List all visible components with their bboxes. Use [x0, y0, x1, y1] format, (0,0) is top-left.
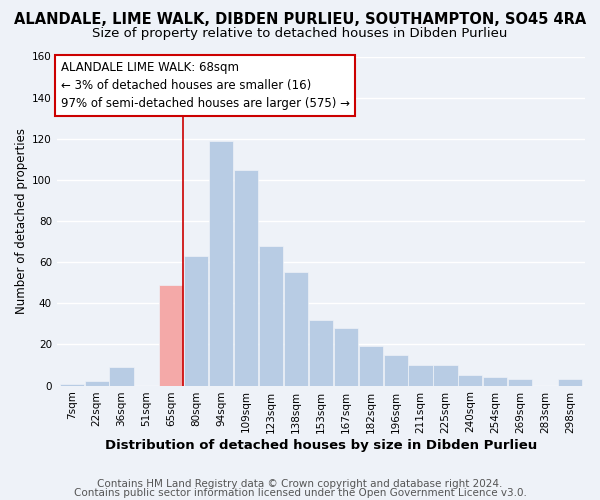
Text: Contains HM Land Registry data © Crown copyright and database right 2024.: Contains HM Land Registry data © Crown c…: [97, 479, 503, 489]
Y-axis label: Number of detached properties: Number of detached properties: [15, 128, 28, 314]
Bar: [160, 285, 184, 386]
Bar: [234, 170, 258, 386]
Bar: [259, 246, 283, 386]
Bar: [59, 384, 84, 386]
Bar: [109, 367, 134, 386]
Bar: [309, 320, 333, 386]
Bar: [433, 365, 458, 386]
Bar: [483, 378, 508, 386]
Text: ALANDALE LIME WALK: 68sqm
← 3% of detached houses are smaller (16)
97% of semi-d: ALANDALE LIME WALK: 68sqm ← 3% of detach…: [61, 60, 350, 110]
Bar: [558, 380, 582, 386]
Bar: [409, 365, 433, 386]
X-axis label: Distribution of detached houses by size in Dibden Purlieu: Distribution of detached houses by size …: [105, 440, 537, 452]
Bar: [209, 141, 233, 386]
Bar: [334, 328, 358, 386]
Text: Contains public sector information licensed under the Open Government Licence v3: Contains public sector information licen…: [74, 488, 526, 498]
Bar: [284, 272, 308, 386]
Bar: [383, 354, 408, 386]
Bar: [85, 382, 109, 386]
Text: ALANDALE, LIME WALK, DIBDEN PURLIEU, SOUTHAMPTON, SO45 4RA: ALANDALE, LIME WALK, DIBDEN PURLIEU, SOU…: [14, 12, 586, 28]
Bar: [458, 376, 482, 386]
Bar: [508, 380, 532, 386]
Text: Size of property relative to detached houses in Dibden Purlieu: Size of property relative to detached ho…: [92, 28, 508, 40]
Bar: [184, 256, 208, 386]
Bar: [359, 346, 383, 386]
